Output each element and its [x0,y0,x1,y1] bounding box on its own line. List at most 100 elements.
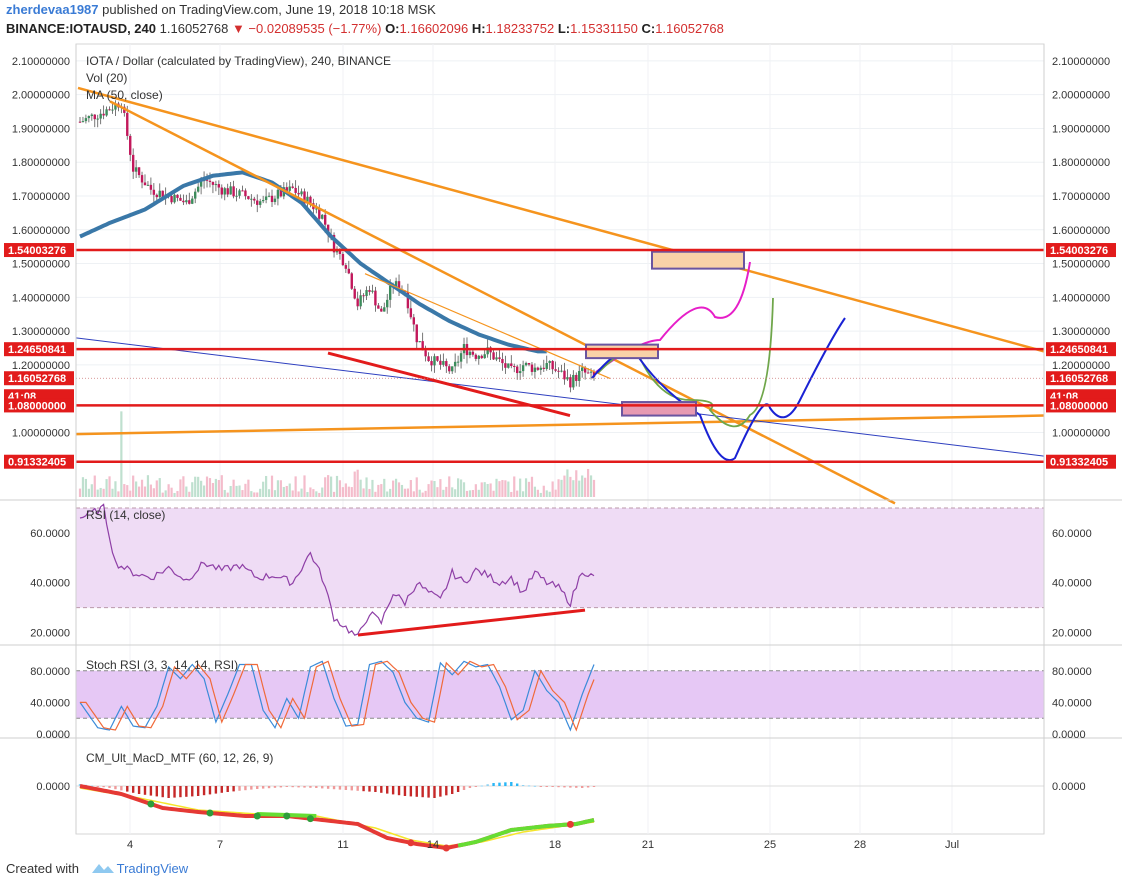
macd-hist-bar [510,782,513,786]
candle [551,360,554,370]
y-tick-label: 2.10000000 [12,56,70,68]
macd-hist-bar [179,786,182,798]
candle [386,299,389,308]
candle [146,184,150,186]
channel-line [75,337,1045,457]
author-link[interactable]: zherdevaa1987 [6,2,99,17]
y-axis-right: 2.10000000 2.00000000 1.90000000 1.80000000… [1052,56,1110,793]
macd-hist-bar [238,786,241,791]
volume-bar [344,483,347,497]
candle [258,201,262,205]
volume-bar [309,487,312,497]
macd-hist-bar [451,786,454,794]
candle [563,370,566,380]
volume-bar [300,488,303,497]
volume-bar [155,480,158,497]
macd-cross-dot [206,809,214,817]
candle [397,281,401,292]
macd-hist-bar [539,786,543,787]
candle [188,200,191,204]
macd-hist-bar [173,786,176,798]
volume-bar [584,477,587,497]
volume-bar [335,475,339,497]
candle [430,361,433,366]
volume-bar [489,483,492,497]
candle [424,350,427,357]
created-with: Created with [6,861,79,876]
macd-hist-bar [468,786,472,788]
volume-bar [135,481,138,497]
volume-bar [560,479,563,497]
volume-bar [291,490,294,497]
candle [371,290,374,292]
macd-cross-dot [283,812,291,820]
volume-bar [282,486,285,497]
x-tick-label: 4 [127,839,133,851]
macd-hist-bar [586,786,590,788]
macd-hist-bar [350,786,353,791]
candle [445,361,448,367]
y-tick-label: 1.30000000 [12,326,70,338]
tradingview-link[interactable]: TradingView [116,861,189,876]
candle [300,191,303,195]
volume-bar [161,492,164,497]
candle [261,200,265,202]
volume-bar [341,487,345,497]
stoch-label: Stoch RSI (3, 3, 14, 14, RSI) [86,658,238,672]
volume-bar [78,488,82,497]
volume-bar [321,487,324,497]
volume-bar [462,482,466,497]
candle [214,184,218,186]
volume-bar [256,492,259,497]
volume-bar [324,477,327,497]
candle [220,187,223,195]
macd-hist-bar [415,786,418,797]
volume-bar [471,490,474,497]
macd-hist-bar [303,786,306,788]
volume-bar [539,492,542,497]
tradingview-logo-icon [91,864,114,873]
volume-bar [522,491,525,497]
volume-bar [96,489,99,497]
macd-hist-bar [439,786,442,797]
candle [530,364,534,372]
y-tick-label: 20.0000 [1052,628,1092,640]
y-tick-label: 2.00000000 [1052,90,1110,102]
macd-hist-bar [202,786,206,796]
macd-hist-bar [515,783,519,786]
volume-bar [146,475,150,497]
volume-bar [545,490,548,497]
high-value: 1.18233752 [485,21,555,36]
macd-hist-bar [521,785,525,786]
volume-bar [303,475,306,497]
candle [347,268,351,274]
candle [114,103,117,110]
candle [208,180,212,182]
candle [173,194,176,203]
macd-hist-bar [309,786,312,788]
volume-bar [542,485,545,497]
candle [297,192,300,195]
price-label: 1.24650841 [1050,344,1108,356]
macd-hist-bar [533,785,537,787]
candle [196,186,200,192]
volume-bar [533,486,537,497]
volume-bar [276,480,280,497]
candle [498,357,501,359]
volume-bar [140,479,144,497]
candle [521,365,525,372]
candle [374,290,377,306]
candle [338,249,342,254]
price-label-bg [1046,454,1116,469]
chart-canvas[interactable]: 2.10000000 2.00000000 1.90000000 1.80000000… [0,40,1122,855]
candle [185,200,188,203]
volume-bar [285,485,288,497]
candle [365,290,368,297]
volume-bar [99,487,102,497]
candle [388,285,392,300]
volume-bar [105,479,108,497]
volume-bar [578,480,581,497]
rsi-label: RSI (14, close) [86,508,165,522]
volume-bar [108,476,111,497]
macd-hist-bar [527,785,531,787]
